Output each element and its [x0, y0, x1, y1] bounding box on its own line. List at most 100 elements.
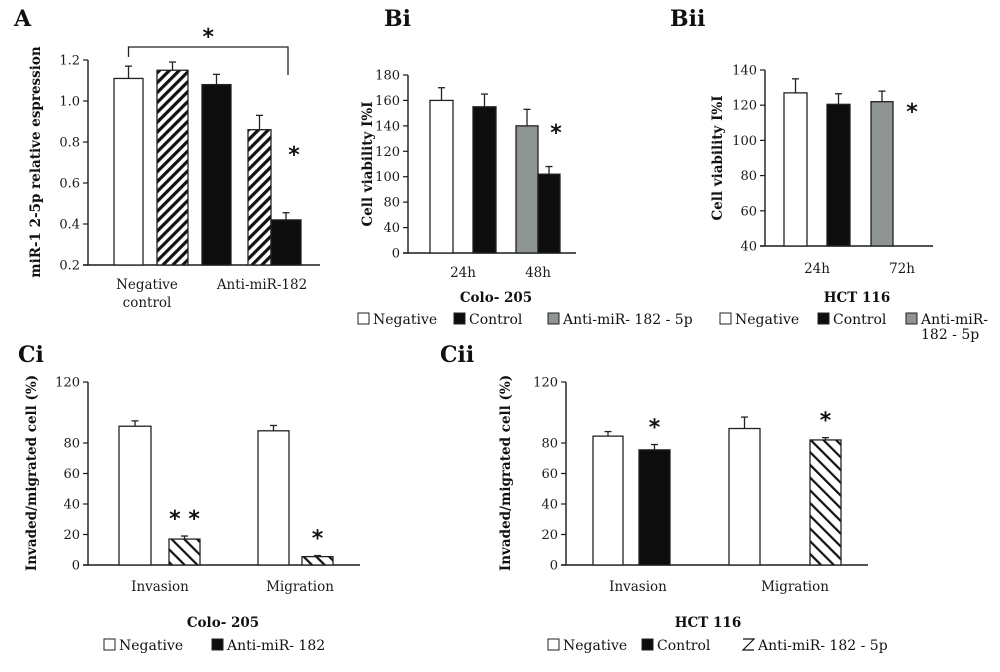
y-tick-label-Bi: 180	[375, 69, 400, 84]
y-tick-label-A: 0.6	[59, 177, 80, 192]
y-tick-label-A: 0.8	[59, 136, 80, 151]
category-label-Bii: 24h	[804, 261, 830, 277]
bar-Cii-3	[809, 439, 842, 566]
legend-label-Bii: Control	[833, 312, 887, 328]
y-tick-label-Bi: 40	[383, 221, 400, 236]
bar-Ci-2	[257, 430, 290, 566]
legend-label-Bi: Negative	[373, 312, 437, 328]
significance-star-Ci: * *	[169, 507, 200, 532]
y-tick-label-A: 0.2	[59, 259, 80, 274]
y-tick-label-Ci: 80	[63, 437, 80, 452]
legend-swatch-Bi	[547, 312, 560, 325]
legend-label-Bii: 182 - 5p	[921, 327, 979, 343]
category-label-Bii: 72h	[889, 261, 915, 277]
legend-label-Bi: Anti-miR- 182 - 5p	[562, 312, 693, 328]
cell-line-title-Ci: Colo- 205	[187, 615, 259, 631]
panel-label-Bii: Bii	[670, 6, 705, 32]
category-label-Cii: Invasion	[609, 579, 667, 595]
category-label-Bi: 24h	[450, 265, 476, 281]
legend-label-Bii: Anti-miR-	[920, 312, 988, 328]
cell-line-title-Bii: HCT 116	[824, 290, 890, 306]
y-tick-label-Bii: 80	[740, 169, 757, 184]
bar-Cii-1	[638, 449, 671, 566]
bar-Bii-1	[826, 103, 851, 247]
bar-Ci-0	[118, 425, 152, 566]
legend-swatch-Bii	[817, 312, 830, 325]
bar-Bii-2	[870, 101, 894, 247]
legend-swatch-Ci	[103, 638, 116, 651]
legend-swatch-Cii	[547, 638, 560, 651]
y-axis-label-A: miR-1 2-5p relative espression	[28, 46, 44, 278]
significance-star-A: *	[288, 143, 300, 168]
y-tick-label-Ci: 40	[63, 498, 80, 513]
legend-swatch-Cii	[641, 638, 654, 651]
bar-Bii-0	[783, 92, 808, 247]
bar-A-0	[113, 77, 144, 266]
y-tick-label-Cii: 60	[541, 467, 558, 482]
legend-swatch-Bi	[453, 312, 466, 325]
y-tick-label-Cii: 120	[533, 376, 558, 391]
significance-star-Cii: *	[820, 409, 832, 434]
legend-swatch-Bi	[357, 312, 370, 325]
legend-swatch-Cii	[741, 638, 756, 651]
bar-Bi-1	[472, 106, 497, 254]
y-tick-label-Bii: 100	[732, 134, 757, 149]
category-label-Bi: 48h	[525, 265, 551, 281]
y-axis-label-Bii: Cell viability I%I	[710, 95, 726, 220]
y-tick-label-Bi: 80	[383, 196, 400, 211]
y-tick-label-Cii: 40	[541, 498, 558, 513]
legend-label-Cii: Negative	[563, 638, 627, 654]
legend-label-Ci: Negative	[119, 638, 183, 654]
legend-label-Bii: Negative	[735, 312, 799, 328]
y-tick-label-Cii: 80	[541, 437, 558, 452]
y-axis-label-Bi: Cell viability I%I	[360, 101, 376, 226]
y-tick-label-A: 0.4	[59, 218, 80, 233]
y-axis-label-Cii: Invaded/migrated cell (%)	[498, 375, 514, 571]
significance-star-Cii: *	[649, 416, 661, 441]
significance-star-Bii: *	[906, 100, 918, 125]
bar-Bi-3	[537, 173, 561, 254]
y-tick-label-A: 1.0	[59, 95, 80, 110]
bar-Bi-2	[515, 125, 539, 254]
cell-line-title-Cii: HCT 116	[675, 615, 741, 631]
y-tick-label-Bii: 40	[740, 240, 757, 255]
y-tick-label-Ci: 0	[72, 559, 80, 574]
y-tick-label-Bi: 120	[375, 145, 400, 160]
category-label-A: Negative	[116, 277, 178, 293]
legend-swatch-Bii	[719, 312, 732, 325]
significance-bracket-A	[127, 46, 289, 75]
bar-Cii-0	[592, 435, 624, 566]
category-label-Cii: Migration	[761, 579, 829, 595]
y-axis-label-Ci: Invaded/migrated cell (%)	[24, 375, 40, 571]
y-tick-label-Bi: 0	[392, 247, 400, 262]
y-tick-label-Bii: 140	[732, 64, 757, 79]
y-tick-label-A: 1.2	[59, 54, 80, 69]
legend-label-Ci: Anti-miR- 182	[226, 638, 325, 654]
category-label-Ci: Migration	[266, 579, 334, 595]
category-label-Ci: Invasion	[131, 579, 189, 595]
legend-swatch-Ci	[211, 638, 224, 651]
legend-swatch-Bii	[905, 312, 918, 325]
bar-Ci-3	[301, 555, 334, 566]
y-tick-label-Bii: 120	[732, 99, 757, 114]
significance-star-A: *	[202, 25, 214, 50]
y-tick-label-Cii: 0	[550, 559, 558, 574]
y-tick-label-Ci: 20	[63, 528, 80, 543]
panel-label-A: A	[13, 6, 32, 32]
cell-line-title-Bi: Colo- 205	[460, 290, 532, 306]
category-label-A: Anti-miR-182	[216, 277, 307, 293]
bar-A-3	[247, 129, 272, 266]
panel-label-Ci: Ci	[18, 342, 44, 368]
panel-label-Cii: Cii	[440, 342, 474, 368]
bar-Cii-2	[728, 427, 761, 566]
y-tick-label-Cii: 20	[541, 528, 558, 543]
bar-A-2	[201, 83, 232, 266]
legend-label-Cii: Anti-miR- 182 - 5p	[757, 638, 888, 654]
y-tick-label-Ci: 120	[55, 376, 80, 391]
significance-star-Ci: *	[312, 527, 324, 552]
bar-Ci-1	[168, 538, 201, 566]
legend-label-Bi: Control	[469, 312, 523, 328]
y-tick-label-Bii: 60	[740, 204, 757, 219]
